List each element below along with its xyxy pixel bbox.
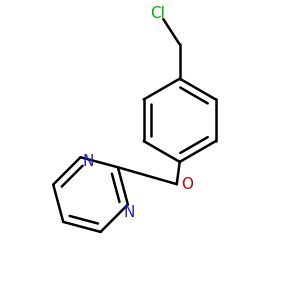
Text: Cl: Cl [150,6,165,21]
Text: N: N [124,205,135,220]
Text: O: O [181,177,193,192]
Text: N: N [82,154,94,169]
